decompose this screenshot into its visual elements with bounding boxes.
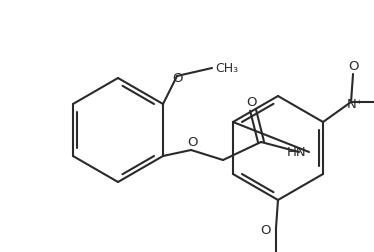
Text: N⁺: N⁺ — [347, 98, 364, 110]
Text: O: O — [246, 96, 256, 109]
Text: O: O — [348, 59, 358, 73]
Text: CH₃: CH₃ — [215, 61, 238, 75]
Text: O: O — [172, 72, 182, 84]
Text: HN: HN — [287, 146, 307, 160]
Text: O: O — [261, 224, 271, 236]
Text: O: O — [187, 136, 197, 148]
